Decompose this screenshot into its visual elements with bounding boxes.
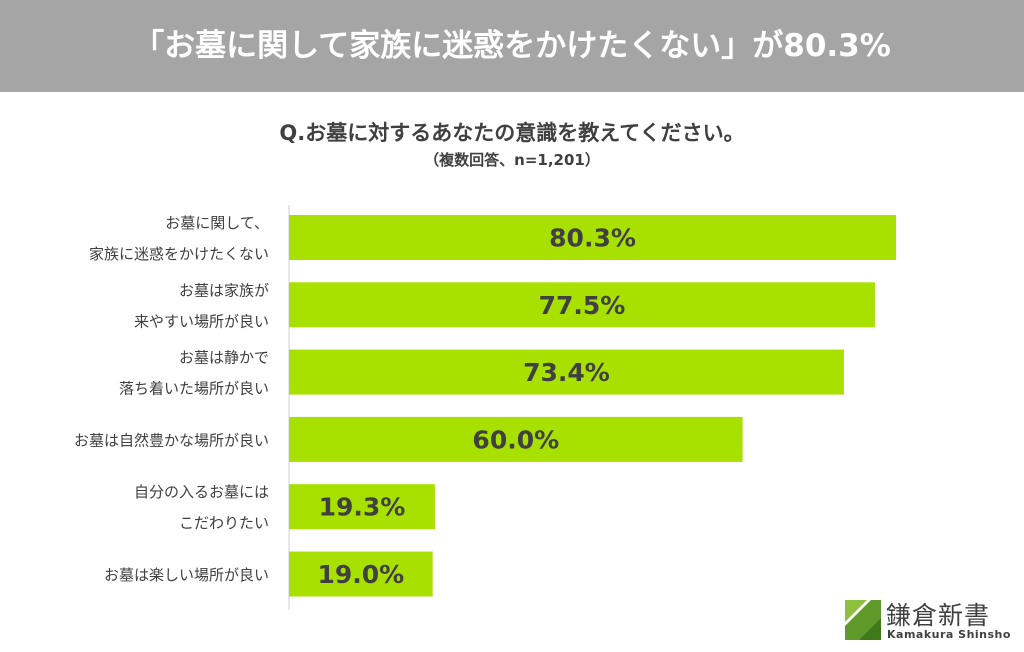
- data-label-2: 77.5%: [539, 291, 626, 320]
- category-label-6: お墓は楽しい場所が良い: [104, 566, 269, 584]
- bar-5: [289, 484, 435, 530]
- data-label-4: 60.0%: [472, 425, 559, 454]
- logo-roman-name: Kamakura Shinsho: [887, 628, 1011, 641]
- bar-3: [289, 349, 844, 395]
- question-text: Q.お墓に対するあなたの意識を教えてください。: [279, 121, 745, 145]
- category-label-5: 自分の入るお墓にはこだわりたい: [134, 483, 269, 532]
- title-banner: 「お墓に関して家族に迷惑をかけたくない」が80.3%: [0, 0, 1024, 92]
- bar-2: [289, 282, 875, 328]
- category-label-line: 自分の入るお墓には: [134, 483, 269, 501]
- page-title: 「お墓に関して家族に迷惑をかけたくない」が80.3%: [133, 28, 891, 64]
- category-label-line: お墓に関して、: [165, 214, 269, 232]
- data-label-1: 80.3%: [549, 224, 636, 253]
- category-label-line: こだわりたい: [179, 514, 269, 532]
- sample-note: （複数回答、n=1,201）: [424, 151, 600, 169]
- category-label-line: お墓は静かで: [179, 349, 269, 367]
- bar-chart: 80.3% お墓に関して、家族に迷惑をかけたくない 77.5% お墓は家族が来やすい場…: [74, 205, 897, 610]
- bar-6: [289, 551, 433, 597]
- category-label-line: 来やすい場所が良い: [134, 312, 269, 330]
- category-label-line: お墓は家族が: [179, 281, 269, 299]
- data-label-5: 19.3%: [319, 493, 406, 522]
- bar-4: [289, 416, 743, 462]
- category-label-line: 家族に迷惑をかけたくない: [89, 245, 269, 263]
- category-label-line: 落ち着いた場所が良い: [119, 380, 269, 398]
- company-logo: 鎌倉新書 Kamakura Shinsho: [845, 598, 1020, 646]
- kamakura-shinsho-logo-mark: [845, 600, 881, 640]
- bar-1: [289, 215, 897, 260]
- category-label-line: お墓は楽しい場所が良い: [104, 566, 269, 584]
- category-label-line: お墓は自然豊かな場所が良い: [74, 431, 269, 449]
- category-label-2: お墓は家族が来やすい場所が良い: [134, 281, 269, 330]
- category-label-4: お墓は自然豊かな場所が良い: [74, 431, 269, 449]
- logo-name: 鎌倉新書: [886, 601, 991, 630]
- data-label-6: 19.0%: [317, 560, 404, 589]
- data-label-3: 73.4%: [523, 358, 610, 387]
- category-label-1: お墓に関して、家族に迷惑をかけたくない: [89, 214, 269, 263]
- category-label-3: お墓は静かで落ち着いた場所が良い: [119, 349, 269, 398]
